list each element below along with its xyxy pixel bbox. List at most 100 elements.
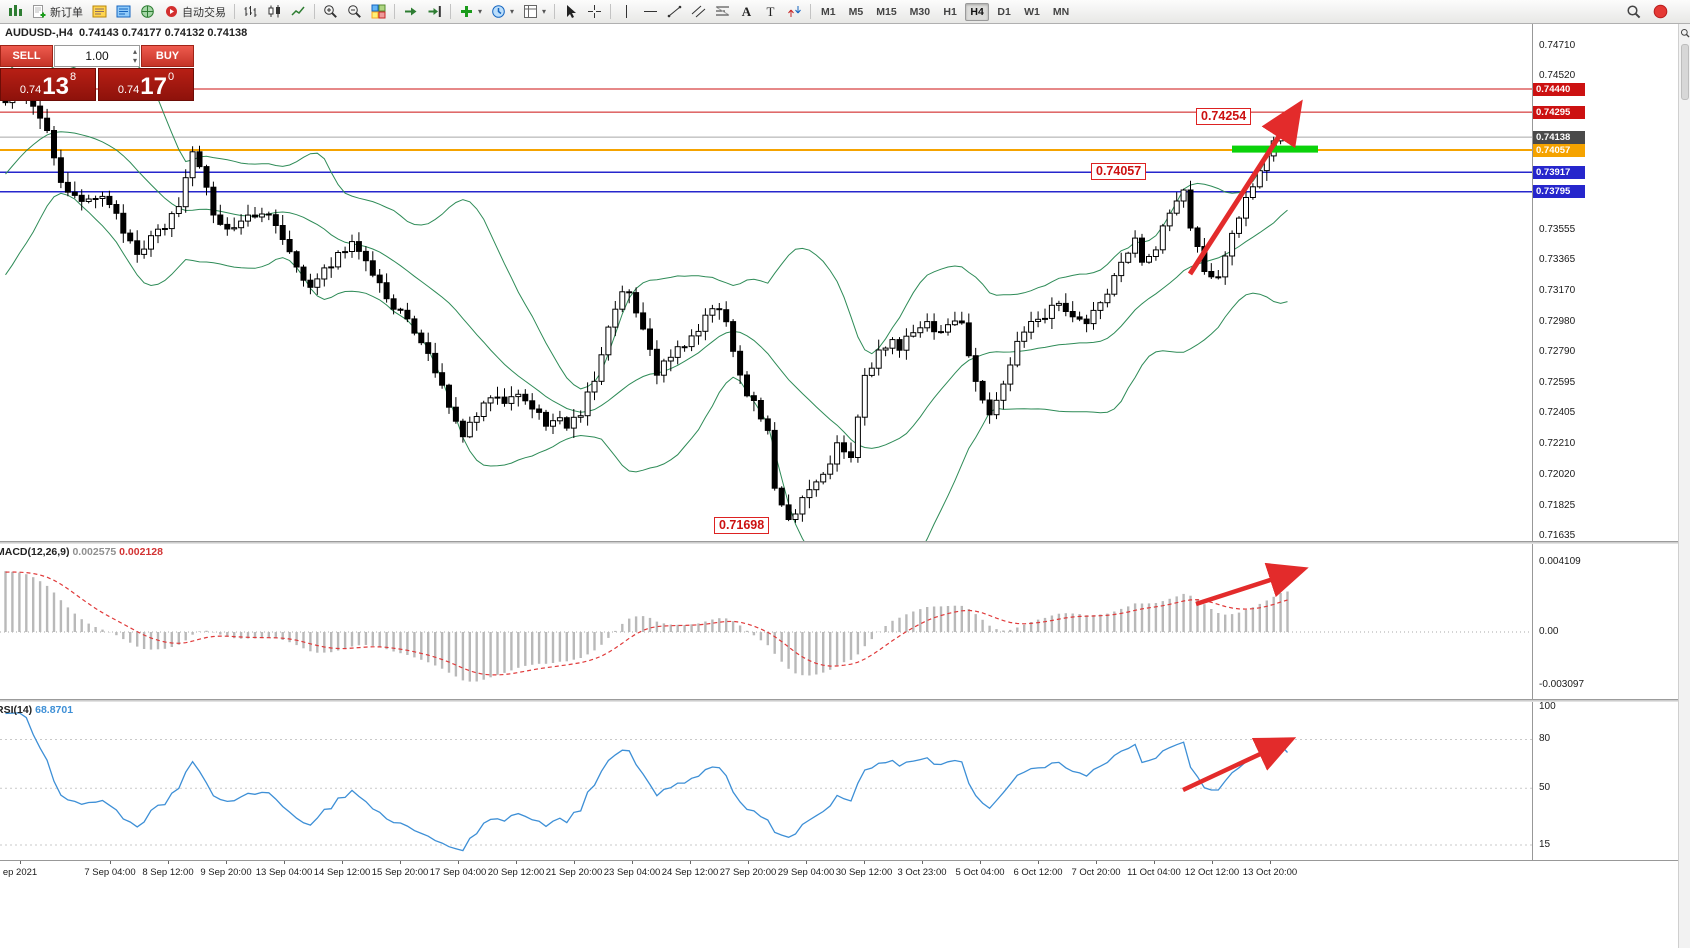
time-tick: [400, 861, 401, 864]
timeframe-d1-button[interactable]: D1: [997, 5, 1011, 18]
trend-arrow[interactable]: [1187, 99, 1303, 276]
price-axis[interactable]: 0.74710 0.74520 0.73555 0.73365 0.73170 0.729…: [1532, 24, 1678, 541]
text-button[interactable]: A: [735, 2, 758, 22]
time-tick: [632, 861, 633, 864]
rsi-trend-arrow[interactable]: [1182, 737, 1297, 793]
price-annotation-label[interactable]: 0.71698: [714, 517, 770, 534]
time-axis[interactable]: ep 2021 7 Sep 04:00 8 Sep 12:00 9 Sep 20:00…: [0, 860, 1678, 882]
channel-button[interactable]: [687, 2, 710, 22]
price-axis-label: 0.71635: [1539, 530, 1576, 541]
vertical-scrollbar[interactable]: [1678, 24, 1690, 948]
time-tick: [1212, 861, 1213, 864]
auto-scroll-button[interactable]: [399, 2, 422, 22]
price-annotation-label[interactable]: 0.74254: [1196, 108, 1252, 125]
zoom-in-button[interactable]: [319, 2, 342, 22]
buy-button[interactable]: BUY: [141, 45, 194, 67]
timeframe-m1-button[interactable]: M1: [821, 5, 836, 18]
arrows-button[interactable]: [783, 2, 806, 22]
horizontal-line-button[interactable]: [639, 2, 662, 22]
linechart-icon: [291, 6, 305, 16]
time-axis-label: 11 Oct 04:00: [1127, 867, 1181, 878]
chevron-down-icon: ▾: [510, 7, 515, 16]
cursor-button[interactable]: [559, 2, 582, 22]
axis-zoom-button[interactable]: [1679, 26, 1690, 40]
channel-icon: [691, 5, 706, 18]
time-tick: [1270, 861, 1271, 864]
toolbar-separator: [394, 4, 395, 19]
vertical-line-button[interactable]: [615, 2, 638, 22]
macd-axis-label: 0.00: [1539, 626, 1559, 637]
time-axis-label: 8 Sep 12:00: [142, 867, 194, 878]
timeframe-w1-button[interactable]: W1: [1024, 5, 1040, 18]
price-axis-label: 0.71825: [1539, 500, 1576, 511]
rsi-axis[interactable]: 100 80 50 15: [1532, 702, 1678, 860]
time-axis-label: 7 Oct 20:00: [1071, 867, 1121, 878]
time-tick: [342, 861, 343, 864]
toolbar-separator: [234, 4, 235, 19]
notifications-icon[interactable]: [1649, 2, 1672, 22]
indicators-button[interactable]: ▾: [455, 2, 486, 22]
rsi-chart[interactable]: [0, 702, 1532, 860]
buy-price-sup: 0: [168, 71, 175, 83]
autotrade-button[interactable]: 自动交易: [160, 2, 230, 22]
trendline-button[interactable]: [663, 2, 686, 22]
tile-windows-button[interactable]: [367, 2, 390, 22]
chart-shift-button[interactable]: [423, 2, 446, 22]
candlestick-chart-button[interactable]: [263, 2, 286, 22]
volume-down-button[interactable]: ▾: [132, 56, 137, 65]
market-watch-button[interactable]: [88, 2, 111, 22]
terminal-logo[interactable]: [4, 2, 27, 22]
search-icon: [1680, 28, 1690, 38]
price-chart[interactable]: [0, 24, 1532, 541]
indicators-icon: [461, 6, 472, 17]
sell-button[interactable]: SELL: [0, 45, 53, 67]
macd-chart[interactable]: [0, 544, 1532, 699]
timeframe-m5-button[interactable]: M5: [848, 5, 864, 18]
price-axis-tag: 0.74295: [1533, 106, 1585, 119]
panel-divider[interactable]: [0, 699, 1690, 702]
volume-input[interactable]: 1.00 ▴ ▾: [54, 45, 140, 67]
rsi-axis-label: 80: [1539, 733, 1551, 744]
search-button[interactable]: [1622, 2, 1645, 22]
macd-axis[interactable]: 0.004109 0.00 -0.003097: [1532, 544, 1678, 699]
fibo-icon: [715, 6, 730, 16]
bar-chart-button[interactable]: [239, 2, 262, 22]
timeframe-h1-button[interactable]: H1: [943, 5, 957, 18]
zoom-out-button[interactable]: [343, 2, 366, 22]
sell-price-big: 13: [42, 73, 69, 100]
templates-button[interactable]: ▾: [519, 2, 550, 22]
price-annotation-label[interactable]: 0.74057: [1091, 163, 1147, 180]
time-tick: [922, 861, 923, 864]
navigator-button[interactable]: [136, 2, 159, 22]
text-label-button[interactable]: T: [759, 2, 782, 22]
volume-up-button[interactable]: ▴: [132, 47, 137, 56]
chart-symbol-period: AUDUSD-,H4: [5, 27, 73, 39]
timeframe-m15-button[interactable]: M15: [876, 5, 897, 18]
green-support-bar[interactable]: [1232, 145, 1318, 153]
candlesticks[interactable]: [2, 89, 1291, 520]
fibonacci-button[interactable]: [711, 2, 734, 22]
line-chart-button[interactable]: [287, 2, 310, 22]
timeframe-m30-button[interactable]: M30: [909, 5, 931, 18]
toolbar-right-group: [1622, 2, 1686, 22]
price-axis-label: 0.73365: [1539, 254, 1576, 265]
new-order-button[interactable]: 新订单: [28, 2, 87, 22]
text-icon: A: [742, 4, 752, 19]
bars-icon: [244, 6, 257, 17]
sell-price-button[interactable]: 0.74 13 8: [0, 68, 96, 101]
scrollbar-thumb[interactable]: [1681, 44, 1689, 100]
timeframe-h4-button[interactable]: H4: [965, 2, 990, 21]
macd-axis-label: -0.003097: [1539, 679, 1585, 690]
macd-header: MACD(12,26,9) 0.002575 0.002128: [0, 546, 163, 558]
timeframe-mn-button[interactable]: MN: [1052, 5, 1070, 18]
macd-trend-arrow[interactable]: [1195, 562, 1309, 607]
crosshair-button[interactable]: [583, 2, 606, 22]
template-icon: [524, 5, 538, 18]
data-window-button[interactable]: [112, 2, 135, 22]
bollinger-middle-band: [5, 131, 1288, 449]
toolbar-separator: [450, 4, 451, 19]
buy-price-button[interactable]: 0.74 17 0: [98, 68, 194, 101]
periods-button[interactable]: ▾: [487, 2, 518, 22]
panel-divider[interactable]: [0, 541, 1690, 544]
